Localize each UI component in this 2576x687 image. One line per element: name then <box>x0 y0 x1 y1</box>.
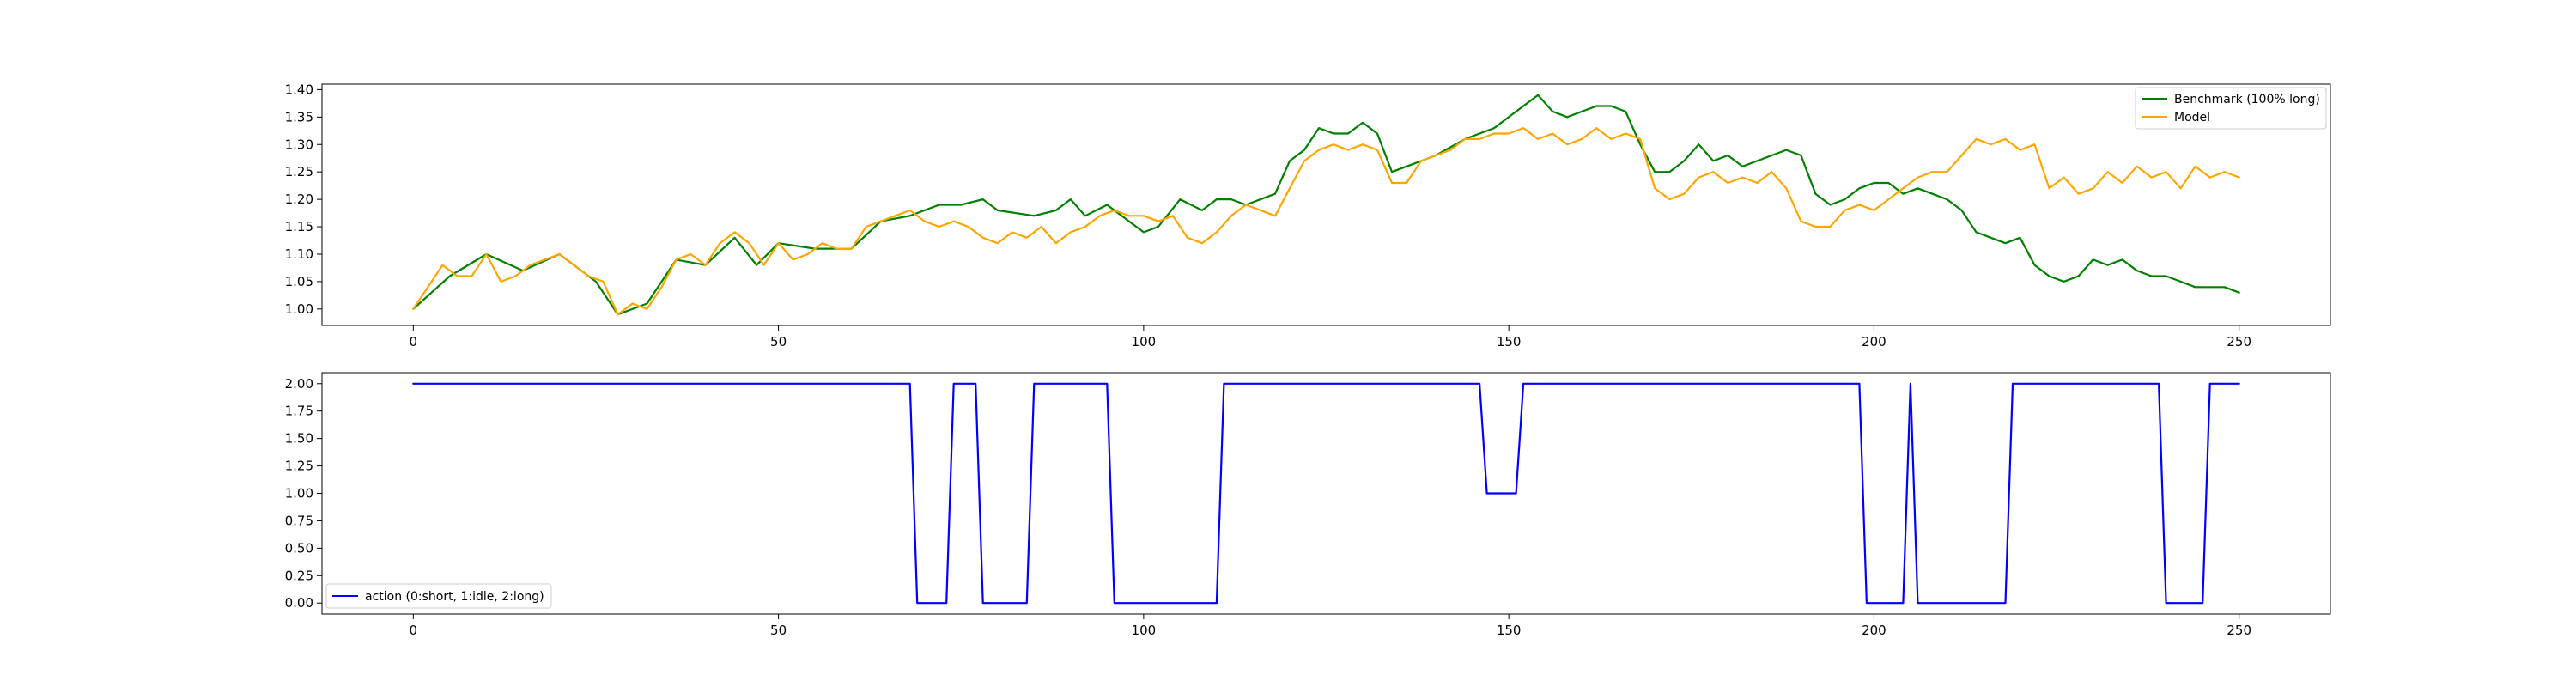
top-y-tick-label: 1.15 <box>285 219 313 234</box>
bottom-chart: 0 50 100 150 200 250 0.00 0.25 0.50 0.75 1.00 1.25… <box>285 372 2331 638</box>
legend-label-model: Model <box>2174 111 2210 125</box>
bottom-y-tick-label: 0.75 <box>285 513 313 528</box>
top-x-tick-label: 150 <box>1497 334 1522 350</box>
top-y-tick-label: 1.00 <box>285 301 313 317</box>
bottom-legend: action (0:short, 1:idle, 2:long) <box>325 583 552 609</box>
bottom-y-tick-label: 0.00 <box>285 595 313 611</box>
top-y-tick-label: 1.30 <box>285 137 313 152</box>
bottom-y-axis: 0.00 0.25 0.50 0.75 1.00 1.25 1.50 1.75 2.00 <box>285 376 322 611</box>
top-series-layer <box>412 94 2240 316</box>
legend-label-benchmark: Benchmark (100% long) <box>2174 93 2320 106</box>
bottom-y-tick-label: 1.75 <box>285 404 313 419</box>
top-x-tick-label: 250 <box>2227 334 2251 350</box>
top-y-tick-label: 1.25 <box>285 164 313 179</box>
bottom-series-layer <box>412 382 2240 605</box>
bottom-x-tick-label: 100 <box>1132 623 1157 638</box>
top-x-tick-label: 100 <box>1132 334 1157 350</box>
bottom-y-tick-label: 2.00 <box>285 376 313 392</box>
top-x-tick-label: 200 <box>1862 334 1886 350</box>
bottom-y-tick-label: 0.25 <box>285 568 313 583</box>
top-series-line-1 <box>412 127 2240 316</box>
top-x-tick-label: 50 <box>770 334 787 350</box>
top-y-tick-label: 1.20 <box>285 192 313 207</box>
bottom-x-tick-label: 250 <box>2227 623 2251 638</box>
bottom-y-tick-label: 1.25 <box>285 459 313 474</box>
top-y-axis: 1.00 1.05 1.10 1.15 1.20 1.25 1.30 1.35 1.40 <box>285 82 322 317</box>
bottom-legend-box <box>325 583 552 609</box>
bottom-x-tick-label: 0 <box>410 623 418 638</box>
top-y-tick-label: 1.05 <box>285 274 313 289</box>
legend-label-action: action (0:short, 1:idle, 2:long) <box>365 590 544 604</box>
top-series-line-0 <box>412 94 2240 316</box>
bottom-y-tick-label: 1.50 <box>285 431 313 447</box>
bottom-x-tick-label: 50 <box>770 623 787 638</box>
bottom-y-tick-label: 0.50 <box>285 540 313 556</box>
top-chart: 0 50 100 150 200 250 1.00 1.05 1.10 1.15 1.20 1.25… <box>285 82 2331 350</box>
bottom-plot-frame <box>321 372 2331 615</box>
top-y-tick-label: 1.10 <box>285 246 313 262</box>
top-plot-frame <box>321 83 2331 326</box>
bottom-x-tick-label: 150 <box>1497 623 1522 638</box>
top-x-tick-label: 0 <box>410 334 418 350</box>
top-x-axis: 0 50 100 150 200 250 <box>410 325 2251 350</box>
top-legend-box <box>2135 87 2327 130</box>
bottom-y-tick-label: 1.00 <box>285 486 313 502</box>
top-y-tick-label: 1.40 <box>285 82 313 97</box>
bottom-x-axis: 0 50 100 150 200 250 <box>410 614 2251 638</box>
bottom-series-line-0 <box>412 382 2240 605</box>
top-legend: Benchmark (100% long) Model <box>2135 87 2327 130</box>
top-y-tick-label: 1.35 <box>285 109 313 125</box>
bottom-x-tick-label: 200 <box>1862 623 1886 638</box>
